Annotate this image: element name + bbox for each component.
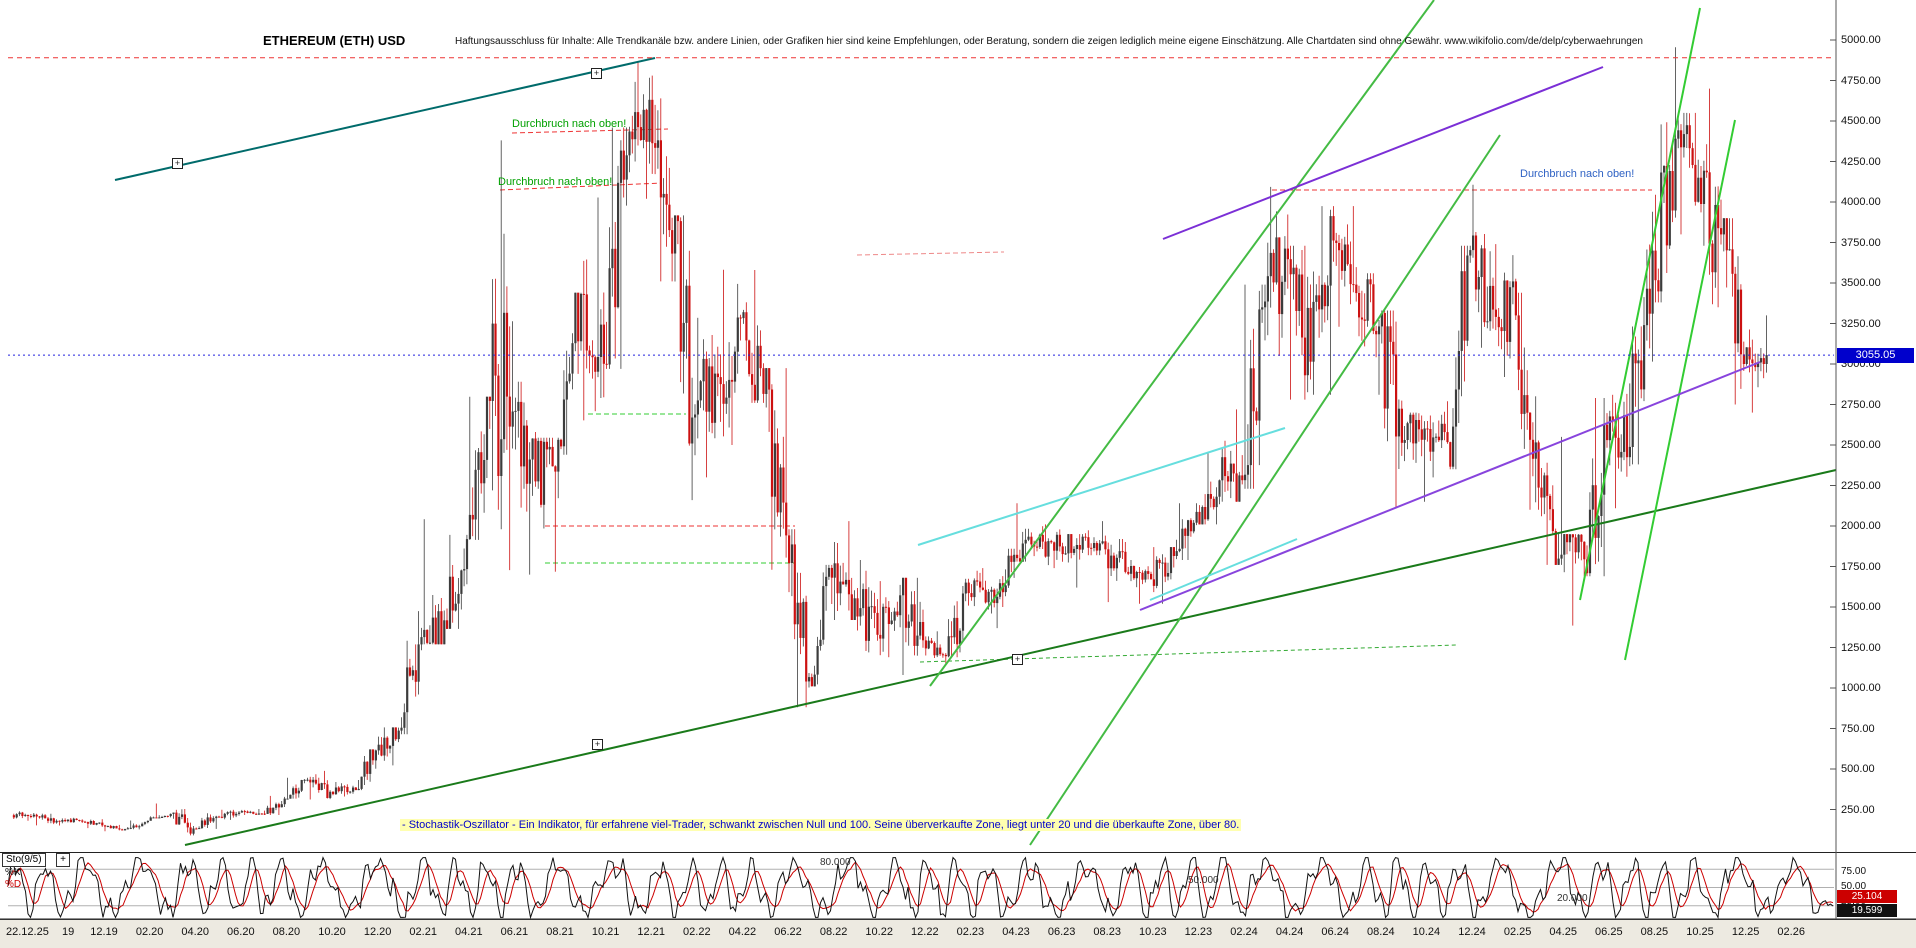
date-axis-label: 06.24: [1321, 926, 1349, 938]
date-axis-label: 08.22: [819, 926, 848, 938]
percent-d-label: %D: [5, 879, 22, 890]
date-axis-strip: [0, 919, 1916, 948]
oscillator-level-label: 50.000: [1188, 875, 1219, 886]
price-axis-label: 250.00: [1841, 803, 1875, 816]
disclaimer-text: Haftungsausschluss für Inhalte: Alle Tre…: [455, 36, 1643, 47]
date-axis-label: 08.21: [546, 926, 574, 938]
price-axis-label: 1750.00: [1841, 560, 1881, 573]
date-axis-label: 22.12.25: [6, 926, 49, 938]
price-axis-label: 1000.00: [1841, 682, 1881, 694]
price-axis-label: 1250.00: [1841, 641, 1881, 654]
date-axis-label: 02.23: [956, 926, 985, 938]
indicator-settings-icon[interactable]: +: [56, 853, 70, 867]
price-axis-label: 3500.00: [1841, 277, 1881, 289]
percent-k-label: %K: [5, 867, 21, 878]
date-axis-label: 04.21: [455, 926, 483, 938]
date-axis-label: 06.25: [1595, 926, 1623, 938]
date-axis-label: 02.20: [135, 926, 164, 938]
oscillator-level-label: 80.000: [820, 857, 851, 868]
date-axis-label: 10.23: [1139, 926, 1167, 938]
date-axis-label: 10.24: [1412, 926, 1441, 938]
date-axis-label: 04.23: [1002, 926, 1030, 938]
date-axis-label: 06.20: [227, 926, 255, 938]
price-axis-label: 2000.00: [1841, 520, 1881, 532]
date-axis-label: 02.25: [1503, 926, 1532, 938]
date-axis-label: 02.26: [1777, 926, 1805, 938]
price-axis-label: 2750.00: [1841, 398, 1881, 411]
price-axis-label: 5000.00: [1841, 34, 1881, 46]
price-axis-label: 4750.00: [1841, 74, 1881, 87]
trend-line-handle[interactable]: +: [172, 158, 183, 169]
date-axis-label: 08.25: [1640, 926, 1669, 938]
date-axis-label: 12.22: [911, 926, 939, 938]
date-axis-label: 12.25: [1731, 926, 1760, 938]
annotation-breakout-2: Durchbruch nach oben!: [498, 176, 613, 188]
trend-line-handle[interactable]: +: [591, 68, 602, 79]
price-axis-label: 4250.00: [1841, 155, 1881, 168]
stochastic-indicator-label[interactable]: Sto(9/5): [2, 853, 46, 867]
date-axis-label: 02.22: [683, 926, 711, 938]
percent-k-value-badge: 19.599: [1837, 904, 1897, 917]
date-axis-label: 06.22: [774, 926, 802, 938]
price-axis-label: 3750.00: [1841, 236, 1881, 249]
annotation-breakout-3: Durchbruch nach oben!: [1520, 168, 1635, 180]
date-axis-label: 04.24: [1275, 926, 1304, 938]
oscillator-axis-label: 75.00: [1841, 866, 1867, 877]
annotation-breakout-1: Durchbruch nach oben!: [512, 118, 627, 130]
date-axis-label: 10.21: [591, 926, 620, 938]
date-axis-label: 19: [62, 926, 75, 938]
date-axis-label: 12.20: [363, 926, 392, 938]
price-axis-label: 3250.00: [1841, 317, 1881, 330]
date-axis-label: 02.21: [409, 926, 437, 938]
price-axis-label: 1500.00: [1841, 601, 1881, 613]
date-axis-label: 06.21: [500, 926, 529, 938]
date-axis-label: 02.24: [1230, 926, 1258, 938]
price-axis-label: 4000.00: [1841, 196, 1881, 208]
date-axis-label: 08.23: [1093, 926, 1121, 938]
oscillator-level-label: 20.000: [1557, 893, 1588, 904]
price-axis-label: 750.00: [1841, 722, 1875, 735]
last-price-badge: 3055.05: [1837, 348, 1914, 363]
date-axis-label: 10.25: [1686, 926, 1714, 938]
trend-line-handle[interactable]: +: [1012, 654, 1023, 665]
percent-d-value-badge: 25.104: [1837, 890, 1897, 903]
price-axis-label: 2500.00: [1841, 439, 1881, 451]
date-axis-label: 12.24: [1458, 926, 1486, 938]
price-axis-label: 4500.00: [1841, 115, 1881, 127]
date-axis-label: 12.23: [1184, 926, 1213, 938]
price-axis-label: 500.00: [1841, 763, 1875, 775]
oscillator-axis-label: 50.00: [1841, 881, 1867, 892]
stochastic-note: - Stochastik-Oszillator - Ein Indikator,…: [400, 819, 1242, 831]
date-axis-label: 04.22: [728, 926, 757, 938]
price-axis-label: 2250.00: [1841, 479, 1881, 492]
date-axis-label: 12.21: [637, 926, 665, 938]
date-axis-label: 10.22: [865, 926, 893, 938]
date-axis-label: 10.20: [318, 926, 346, 938]
date-axis-label: 08.20: [272, 926, 301, 938]
date-axis-label: 06.23: [1047, 926, 1076, 938]
date-axis-label: 04.25: [1549, 926, 1577, 938]
date-axis-label: 08.24: [1367, 926, 1395, 938]
chart-title: ETHEREUM (ETH) USD: [263, 33, 406, 48]
trend-line-handle[interactable]: +: [592, 739, 603, 750]
date-axis-label: 12.19: [90, 926, 118, 938]
date-axis-label: 04.20: [181, 926, 209, 938]
